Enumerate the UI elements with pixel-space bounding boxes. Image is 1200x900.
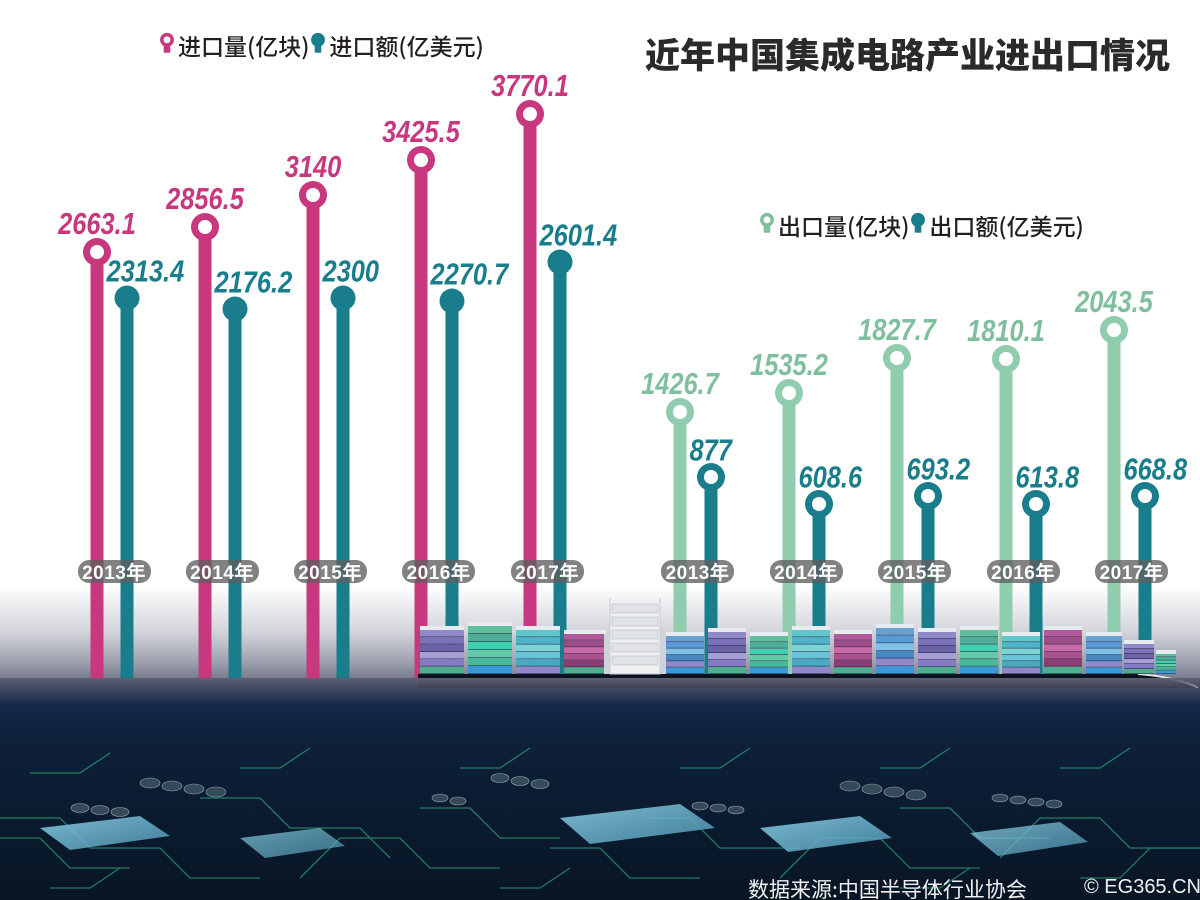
svg-text:2856.5: 2856.5 [165, 182, 245, 217]
svg-text:2043.5: 2043.5 [1074, 285, 1154, 320]
svg-text:877: 877 [690, 433, 733, 468]
svg-text:2663.1: 2663.1 [57, 207, 136, 242]
svg-text:613.8: 613.8 [1016, 460, 1080, 495]
svg-text:1535.2: 1535.2 [750, 348, 828, 383]
svg-text:1810.1: 1810.1 [967, 314, 1045, 349]
svg-text:2270.7: 2270.7 [430, 257, 510, 292]
svg-text:668.8: 668.8 [1124, 452, 1188, 487]
svg-text:1426.7: 1426.7 [641, 367, 720, 402]
svg-text:693.2: 693.2 [907, 452, 971, 487]
svg-text:3140: 3140 [285, 150, 342, 185]
svg-text:608.6: 608.6 [799, 460, 863, 495]
svg-text:2300: 2300 [322, 254, 380, 289]
svg-text:3770.1: 3770.1 [491, 69, 569, 104]
svg-text:2313.4: 2313.4 [106, 254, 185, 289]
svg-text:3425.5: 3425.5 [382, 115, 461, 150]
svg-text:2176.2: 2176.2 [214, 265, 293, 300]
svg-text:2601.4: 2601.4 [539, 218, 618, 253]
svg-text:1827.7: 1827.7 [858, 313, 937, 348]
